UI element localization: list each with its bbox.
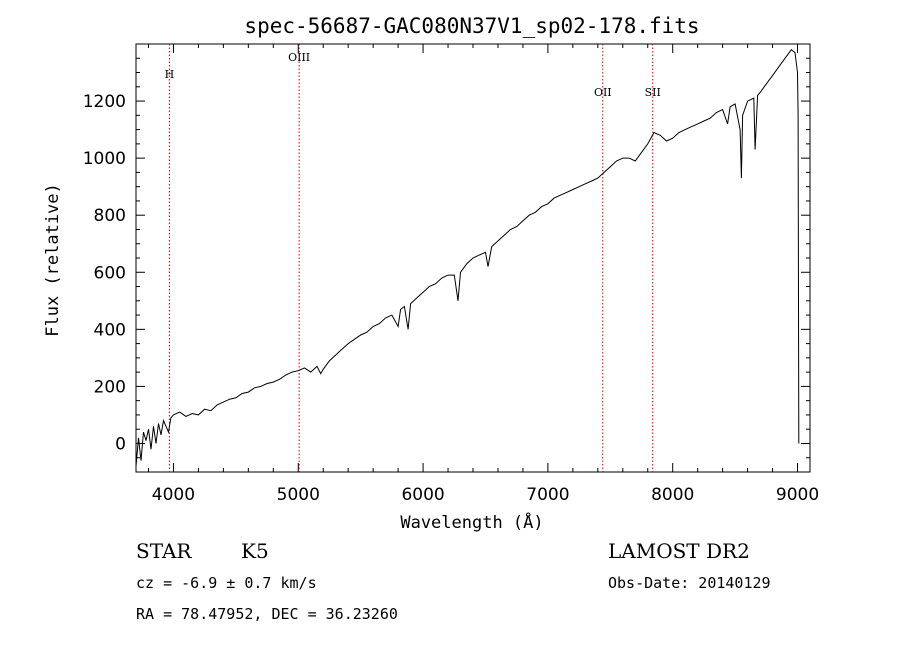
x-tick-label: 4000 (152, 485, 195, 505)
x-tick-label: 7000 (526, 485, 569, 505)
x-axis: 4000 5000 6000 7000 8000 9000 (147, 44, 819, 505)
y-tick-label: 1200 (83, 92, 126, 112)
observation-date: Obs-Date: 20140129 (608, 574, 771, 592)
y-tick-label: 400 (94, 320, 126, 340)
x-axis-label: Wavelength (Å) (400, 511, 543, 533)
y-tick-label: 200 (94, 377, 126, 397)
redshift-text: cz = -6.9 ± 0.7 km/s (136, 574, 317, 592)
y-axis: 0 200 400 600 800 1000 1200 (83, 57, 810, 459)
coordinates-text: RA = 78.47952, DEC = 36.23260 (136, 605, 398, 623)
y-tick-label: 0 (115, 434, 126, 454)
x-tick-label: 9000 (776, 485, 819, 505)
spectral-line-label: SII (645, 86, 661, 99)
spectral-line-label: OIII (288, 51, 310, 64)
spectrum-line (135, 48, 800, 467)
object-subclass: K5 (241, 539, 269, 563)
y-tick-label: 800 (94, 206, 126, 226)
x-tick-label: 8000 (651, 485, 694, 505)
y-axis-label: Flux (relative) (43, 183, 63, 337)
chart-title: spec-56687-GAC080N37V1_sp02-178.fits (244, 14, 699, 38)
x-tick-label: 6000 (401, 485, 444, 505)
survey-name: LAMOST DR2 (608, 539, 750, 563)
object-class: STAR (136, 539, 192, 563)
spectral-line-label: H (165, 68, 175, 81)
spectral-line-label: OII (594, 86, 612, 99)
y-tick-label: 1000 (83, 149, 126, 169)
y-tick-label: 600 (94, 263, 126, 283)
x-tick-label: 5000 (277, 485, 320, 505)
spectral-line-markers: H OIII OII SII (165, 44, 661, 472)
